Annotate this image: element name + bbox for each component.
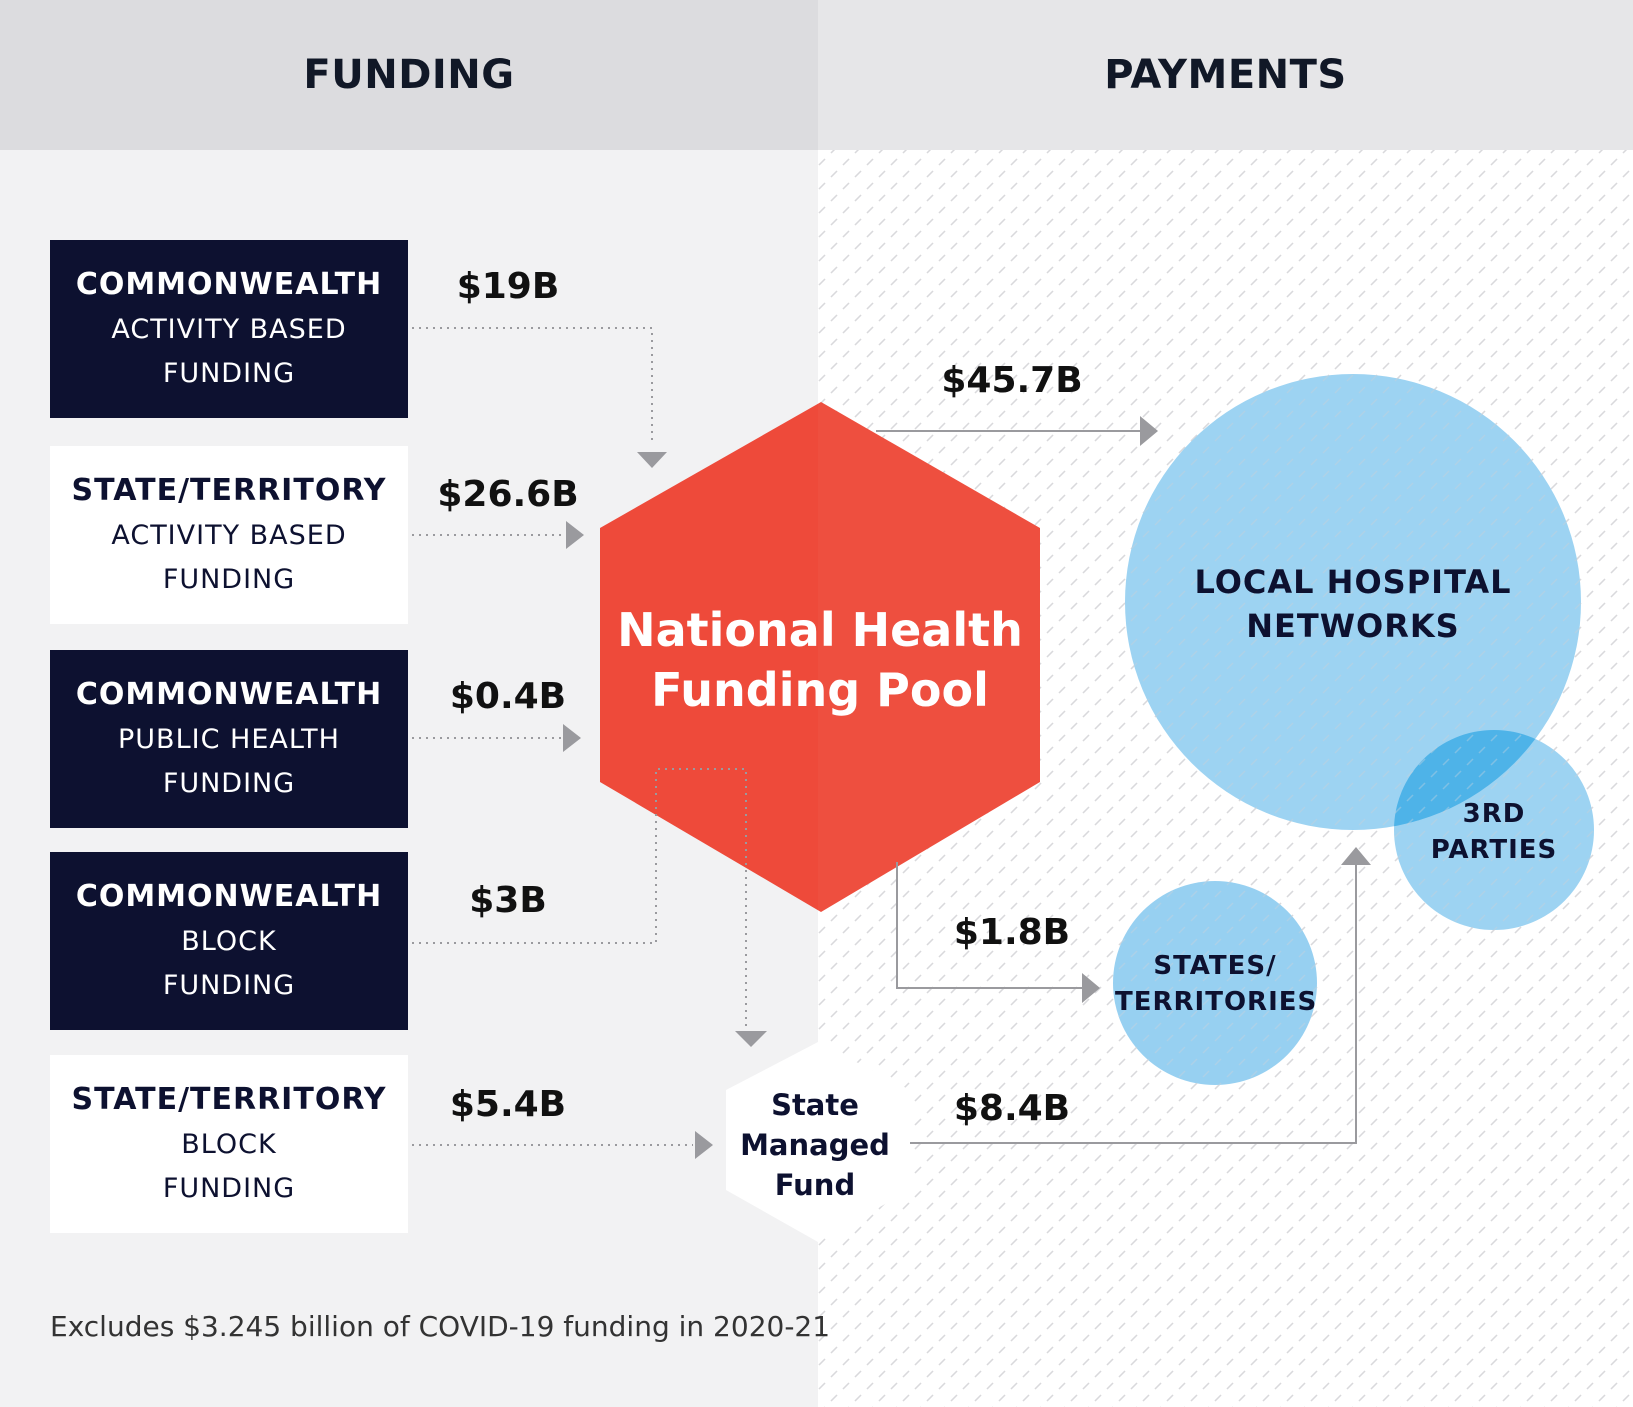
smf-label-line3: Fund — [774, 1168, 856, 1202]
amount-pool-to-states: $1.8B — [953, 912, 1071, 953]
pool-hexagon-right — [818, 402, 1040, 912]
pool-hexagon-left — [600, 403, 818, 911]
pool-label: National Health Funding Pool — [600, 600, 1040, 720]
arrowhead-smf-lhn — [1341, 847, 1371, 865]
source-subtitle: FUNDING — [162, 970, 296, 1001]
source-box-cw-abf: COMMONWEALTH ACTIVITY BASED FUNDING — [50, 240, 408, 418]
lhn-label: LOCAL HOSPITAL NETWORKS — [1180, 560, 1526, 648]
smf-hexagon — [726, 1042, 910, 1242]
states-label-line1: STATES/ — [1153, 951, 1277, 981]
source-subtitle: ACTIVITY BASED — [111, 520, 347, 551]
arrowhead-pool-lhn — [1140, 416, 1158, 446]
funding-header: FUNDING — [303, 52, 515, 98]
source-subtitle: FUNDING — [162, 564, 296, 595]
amount-cw-block: $3B — [469, 880, 547, 921]
arrow-line-pool-states — [896, 862, 1082, 989]
footnote: Excludes $3.245 billion of COVID-19 fund… — [50, 1310, 831, 1343]
payments-header-bg — [818, 0, 1633, 150]
arrowhead-cw-ph — [563, 724, 581, 752]
states-label: STATES/ TERRITORIES — [1115, 948, 1318, 1020]
amount-smf-to-lhn: $8.4B — [953, 1088, 1071, 1129]
arrowhead-cw-abf — [637, 452, 667, 468]
source-box-cw-ph: COMMONWEALTH PUBLIC HEALTH FUNDING — [50, 650, 408, 828]
arrow-line-cw-block — [412, 768, 747, 1030]
source-subtitle: BLOCK — [181, 926, 277, 957]
pool-label-line1: National Health — [617, 603, 1023, 657]
amount-st-block: $5.4B — [449, 1084, 567, 1125]
third-parties-label: 3RD PARTIES — [1414, 796, 1574, 868]
amount-st-abf: $26.6B — [437, 474, 579, 515]
lhn-label-line2: NETWORKS — [1246, 607, 1460, 645]
amount-cw-ph: $0.4B — [449, 676, 567, 717]
arrow-line-smf-lhn — [910, 863, 1357, 1144]
source-title: STATE/TERRITORY — [71, 473, 387, 508]
source-title: COMMONWEALTH — [75, 267, 383, 302]
smf-label: State Managed Fund — [720, 1085, 910, 1205]
source-subtitle: ACTIVITY BASED — [111, 314, 347, 345]
arrowhead-pool-states — [1082, 973, 1100, 1003]
source-box-cw-block: COMMONWEALTH BLOCK FUNDING — [50, 852, 408, 1030]
third-parties-label-line2: PARTIES — [1430, 835, 1558, 865]
arrow-line-cw-abf — [412, 327, 653, 445]
amount-pool-to-lhn: $45.7B — [941, 360, 1083, 401]
source-subtitle: FUNDING — [162, 768, 296, 799]
states-label-line2: TERRITORIES — [1115, 987, 1318, 1017]
lhn-label-line1: LOCAL HOSPITAL — [1194, 563, 1512, 601]
source-box-st-abf: STATE/TERRITORY ACTIVITY BASED FUNDING — [50, 446, 408, 624]
third-parties-label-line1: 3RD — [1462, 799, 1526, 829]
source-subtitle: FUNDING — [162, 1173, 296, 1204]
smf-label-line1: State — [771, 1088, 859, 1122]
source-title: COMMONWEALTH — [75, 677, 383, 712]
source-title: COMMONWEALTH — [75, 879, 383, 914]
source-subtitle: FUNDING — [162, 358, 296, 389]
amount-cw-abf: $19B — [456, 266, 560, 307]
arrowhead-st-abf — [566, 521, 584, 549]
funding-header-bg — [0, 0, 818, 150]
arrowhead-cw-block — [735, 1031, 767, 1047]
source-subtitle: BLOCK — [181, 1129, 277, 1160]
smf-label-line2: Managed — [740, 1128, 890, 1162]
source-title: STATE/TERRITORY — [71, 1082, 387, 1117]
arrowhead-st-block — [695, 1131, 713, 1159]
pool-label-line2: Funding Pool — [651, 663, 989, 717]
payments-header: PAYMENTS — [1104, 52, 1347, 98]
source-box-st-block: STATE/TERRITORY BLOCK FUNDING — [50, 1055, 408, 1233]
source-subtitle: PUBLIC HEALTH — [118, 724, 340, 755]
